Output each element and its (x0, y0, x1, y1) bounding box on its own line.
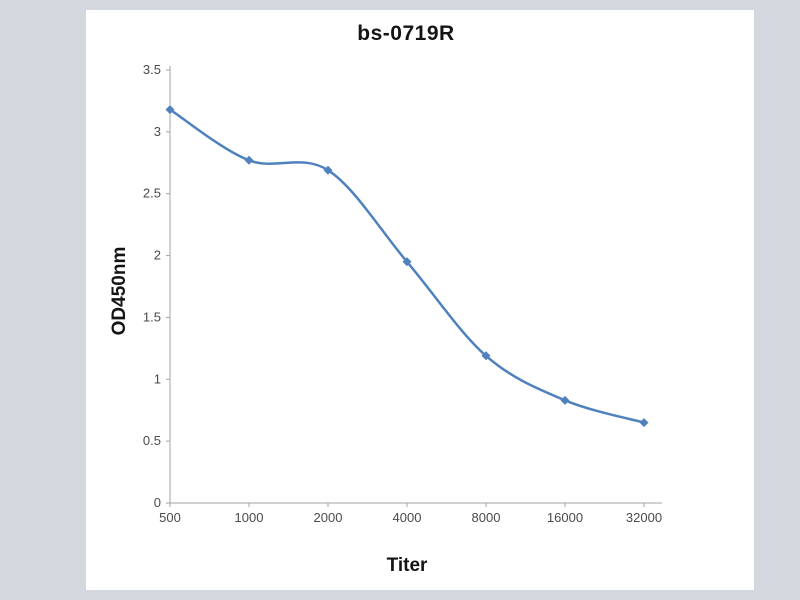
x-tick-label: 32000 (626, 510, 662, 525)
y-axis-label: OD450nm (109, 246, 130, 336)
y-tick-label: 2 (154, 248, 161, 263)
x-tick-label: 500 (159, 510, 181, 525)
y-tick-label: 0 (154, 495, 161, 510)
x-tick-label: 8000 (472, 510, 501, 525)
plot-area: 0 0.5 1 1.5 2 2.5 3 3.5 500 1000 2000 4000 8000 16000… (143, 62, 662, 525)
data-point-marker (481, 351, 491, 361)
chart-title: bs-0719R (357, 22, 455, 45)
chart-panel: bs-0719R 0 0.5 1 1.5 2 2.5 3 3.5 500 1000 2000 4000… (86, 10, 754, 590)
y-tick-label: 1 (154, 371, 161, 386)
y-tick-label: 3.5 (143, 62, 161, 77)
x-tick-label: 1000 (235, 510, 264, 525)
y-tick-label: 3 (154, 124, 161, 139)
y-tick-label: 1.5 (143, 309, 161, 324)
data-point-marker (639, 418, 649, 428)
data-point-marker (323, 165, 333, 175)
y-tick-label: 2.5 (143, 186, 161, 201)
x-tick-label: 4000 (393, 510, 422, 525)
data-point-marker (165, 105, 175, 115)
data-point-marker (560, 395, 570, 405)
x-tick-label: 16000 (547, 510, 583, 525)
data-point-marker (402, 257, 412, 267)
x-tick-label: 2000 (314, 510, 343, 525)
x-axis-label: Titer (386, 555, 428, 576)
line-chart: 0 0.5 1 1.5 2 2.5 3 3.5 500 1000 2000 4000 8000 16000… (90, 58, 730, 538)
data-point-marker (244, 155, 254, 165)
y-tick-label: 0.5 (143, 433, 161, 448)
